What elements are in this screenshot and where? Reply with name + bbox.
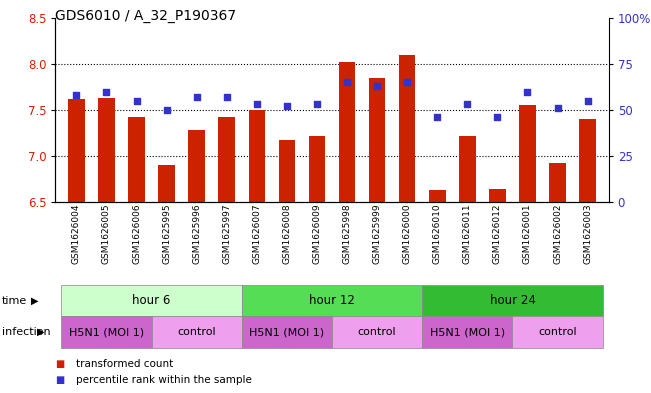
Text: ▶: ▶	[37, 327, 45, 337]
Point	[161, 107, 172, 113]
Bar	[188, 130, 205, 202]
Bar	[549, 163, 566, 202]
Point	[191, 94, 202, 100]
Bar	[519, 105, 536, 202]
Text: control: control	[358, 327, 396, 337]
Bar	[128, 118, 145, 202]
Bar	[158, 165, 175, 202]
Bar	[98, 98, 115, 202]
Bar	[579, 119, 596, 202]
Bar	[489, 189, 506, 202]
Text: percentile rank within the sample: percentile rank within the sample	[76, 375, 252, 386]
Point	[432, 114, 443, 121]
Text: time: time	[2, 296, 27, 306]
Point	[552, 105, 562, 111]
Text: hour 6: hour 6	[132, 294, 171, 307]
Text: control: control	[538, 327, 577, 337]
Point	[282, 103, 292, 110]
Point	[492, 114, 503, 121]
Bar	[249, 110, 265, 202]
Text: H5N1 (MOI 1): H5N1 (MOI 1)	[249, 327, 324, 337]
Point	[402, 79, 412, 85]
Bar	[339, 62, 355, 202]
Text: ▶: ▶	[31, 296, 39, 306]
Text: GDS6010 / A_32_P190367: GDS6010 / A_32_P190367	[55, 9, 236, 23]
Point	[583, 97, 593, 104]
Text: hour 12: hour 12	[309, 294, 355, 307]
Point	[372, 83, 382, 89]
Point	[221, 94, 232, 100]
Text: infection: infection	[2, 327, 51, 337]
Text: H5N1 (MOI 1): H5N1 (MOI 1)	[430, 327, 505, 337]
Bar	[68, 99, 85, 202]
Bar	[219, 118, 235, 202]
Bar	[429, 190, 445, 202]
Text: control: control	[177, 327, 216, 337]
Point	[252, 101, 262, 108]
Point	[312, 101, 322, 108]
Point	[102, 88, 112, 95]
Bar	[279, 140, 295, 202]
Text: transformed count: transformed count	[76, 358, 173, 369]
Bar	[369, 78, 385, 202]
Bar	[309, 136, 326, 202]
Text: ■: ■	[55, 358, 64, 369]
Point	[71, 92, 81, 98]
Point	[522, 88, 533, 95]
Text: H5N1 (MOI 1): H5N1 (MOI 1)	[69, 327, 144, 337]
Bar	[459, 136, 476, 202]
Text: hour 24: hour 24	[490, 294, 535, 307]
Point	[462, 101, 473, 108]
Text: ■: ■	[55, 375, 64, 386]
Point	[132, 97, 142, 104]
Point	[342, 79, 352, 85]
Bar	[399, 55, 415, 202]
